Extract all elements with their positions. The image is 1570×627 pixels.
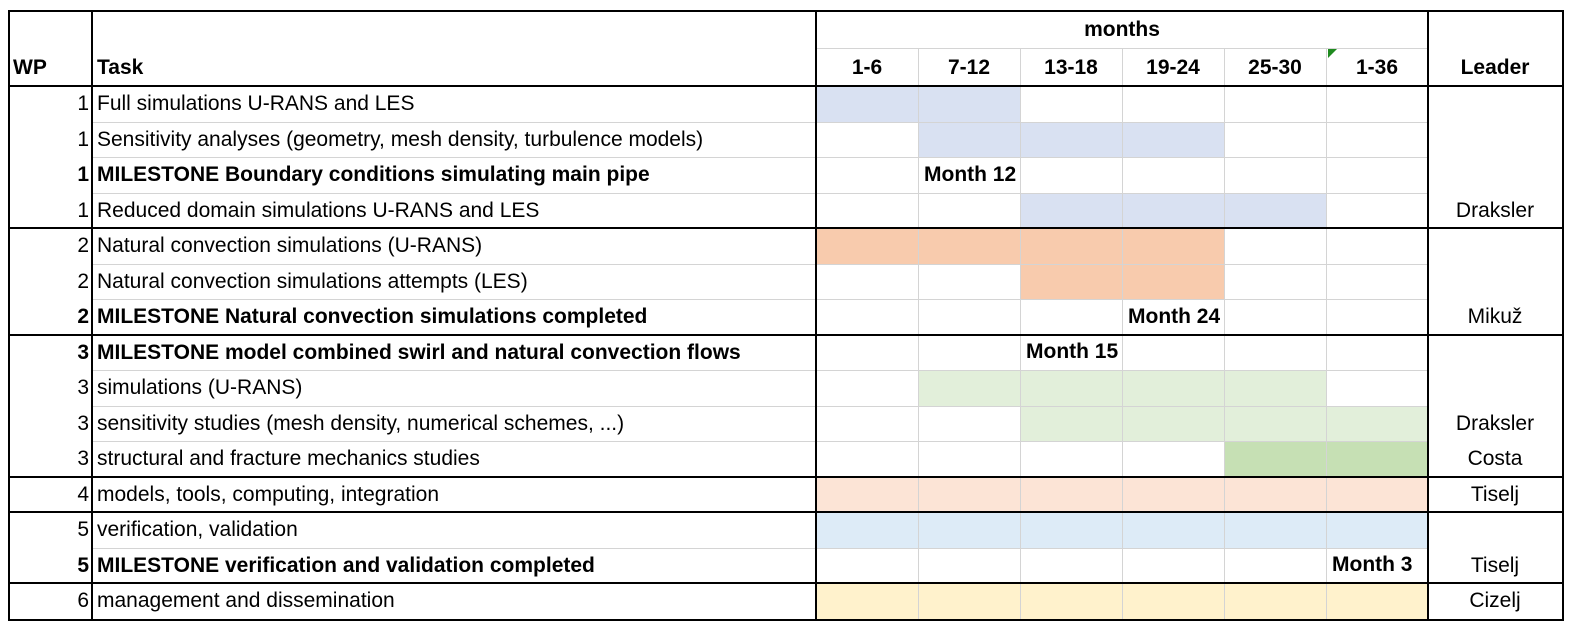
task-bar	[918, 122, 1224, 157]
task-name: sensitivity studies (mesh density, numer…	[97, 411, 625, 435]
task-name: models, tools, computing, integration	[97, 482, 440, 506]
wp-number: 2	[77, 305, 89, 329]
milestone-label: Month 12	[924, 162, 1017, 186]
milestone-task: MILESTONE Boundary conditions simulating…	[97, 163, 650, 187]
grid-row-line	[92, 370, 1428, 371]
grid-row-line	[92, 548, 1428, 549]
wp-number: 2	[77, 269, 89, 293]
task-name: structural and fracture mechanics studie…	[97, 447, 480, 471]
period-header-7-12: 7-12	[947, 55, 991, 79]
task-name: Sensitivity analyses (geometry, mesh den…	[97, 127, 704, 151]
wp-number: 1	[77, 92, 89, 116]
comment-indicator-icon	[1328, 49, 1337, 58]
wp-number: 3	[77, 447, 89, 471]
milestone-label: Month 24	[1128, 304, 1221, 328]
border-line	[8, 10, 10, 621]
wp-number: 5	[77, 553, 89, 577]
wp-number: 2	[77, 234, 89, 258]
border-line	[1427, 10, 1429, 621]
border-line	[8, 582, 1564, 584]
task-name: Natural convection simulations (U-RANS)	[97, 234, 483, 258]
border-line	[8, 85, 1564, 87]
leader-column-header: Leader	[1460, 55, 1530, 79]
task-bar	[1020, 193, 1326, 228]
task-name: Full simulations U-RANS and LES	[97, 92, 415, 116]
grid-col-line	[1326, 48, 1327, 619]
leader-name: Draksler	[1455, 198, 1535, 222]
months-header: months	[1084, 17, 1160, 41]
task-name: management and dissemination	[97, 589, 395, 613]
leader-name: Cizelj	[1469, 589, 1521, 613]
wp-number: 1	[77, 127, 89, 151]
period-header-13-18: 13-18	[1044, 55, 1098, 79]
grid-col-line	[1224, 48, 1225, 619]
leader-name: Costa	[1467, 447, 1523, 471]
grid-row-line	[92, 193, 1428, 194]
period-header-19-24: 19-24	[1146, 55, 1200, 79]
wp-number: 5	[77, 518, 89, 542]
period-header-25-30: 25-30	[1248, 55, 1302, 79]
period-header-1-6: 1-6	[851, 55, 883, 79]
milestone-task: MILESTONE verification and validation co…	[97, 553, 595, 577]
task-name: simulations (U-RANS)	[97, 376, 303, 400]
grid-row-line	[92, 122, 1428, 123]
border-line	[1562, 10, 1564, 621]
task-name: Reduced domain simulations U-RANS and LE…	[97, 198, 540, 222]
wp-number: 1	[77, 198, 89, 222]
wp-number: 3	[77, 376, 89, 400]
border-line	[8, 619, 1564, 621]
grid-row-line	[92, 406, 1428, 407]
border-line	[8, 10, 1564, 12]
grid-col-line	[1020, 48, 1021, 619]
leader-name: Tiselj	[1470, 553, 1520, 577]
leader-name: Draksler	[1455, 411, 1535, 435]
grid-col-line	[918, 48, 919, 619]
grid-col-line	[1122, 48, 1123, 619]
border-line	[91, 10, 93, 621]
border-line	[8, 227, 1564, 229]
border-line	[8, 511, 1564, 513]
grid-row-line	[92, 157, 1428, 158]
wp-number: 3	[77, 411, 89, 435]
wp-column-header: WP	[13, 55, 47, 79]
period-header-1-36: 1-36	[1355, 55, 1399, 79]
border-line	[8, 334, 1564, 336]
milestone-label: Month 3	[1332, 553, 1413, 577]
border-line	[815, 10, 817, 621]
grid-row-line	[92, 299, 1428, 300]
wp-number: 1	[77, 163, 89, 187]
leader-name: Mikuž	[1467, 305, 1523, 329]
leader-name: Tiselj	[1470, 482, 1520, 506]
grid-row-line	[92, 441, 1428, 442]
task-column-header: Task	[97, 55, 144, 79]
wp-number: 4	[77, 482, 89, 506]
milestone-label: Month 15	[1026, 340, 1119, 364]
border-line	[8, 476, 1564, 478]
milestone-task: MILESTONE model combined swirl and natur…	[97, 340, 741, 364]
task-name: verification, validation	[97, 518, 298, 542]
milestone-task: MILESTONE Natural convection simulations…	[97, 305, 648, 329]
task-name: Natural convection simulations attempts …	[97, 269, 528, 293]
wp-number: 6	[77, 589, 89, 613]
wp-number: 3	[77, 340, 89, 364]
grid-row-line	[92, 264, 1428, 265]
